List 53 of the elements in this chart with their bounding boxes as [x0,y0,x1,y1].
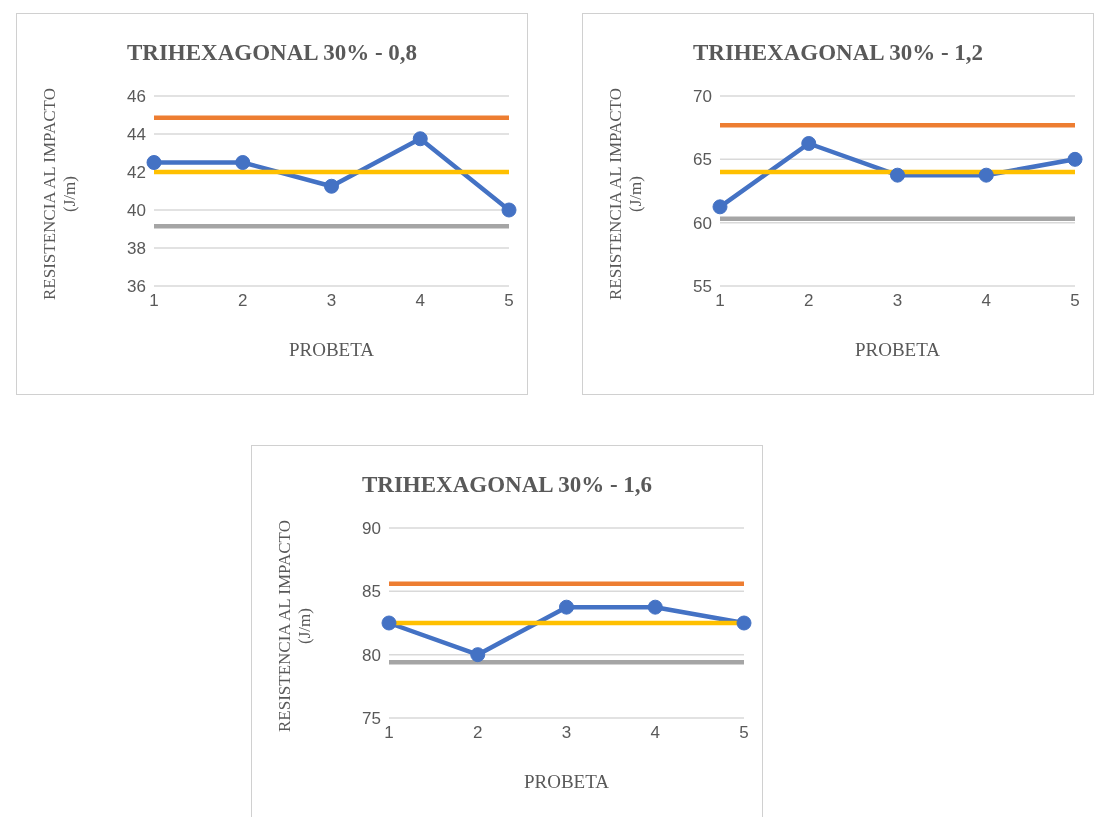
y-tick-label: 60 [693,213,712,233]
y-tick-label: 75 [362,709,381,729]
point [235,155,251,170]
y-tick-label: 42 [127,163,146,183]
x-tick-label: 3 [561,723,572,743]
point [324,178,339,194]
x-axis-title: PROBETA [522,771,610,793]
point [801,136,817,151]
y-axis-title: RESISTENCIA AL IMPACTO (J/m) [606,87,646,302]
point [412,131,428,147]
point [381,615,397,631]
point [470,647,486,663]
chart-title: TRIHEXAGONAL 30% - 1,6 [360,472,654,498]
point [712,199,728,215]
y-tick-label: 80 [362,645,381,665]
y-axis-title: RESISTENCIA AL IMPACTO (J/m) [40,87,80,302]
point [890,167,905,183]
point [146,155,162,170]
y-tick-label: 46 [127,87,146,107]
point [559,599,574,615]
x-tick-label: 4 [981,291,991,311]
y-tick-label: 90 [362,519,381,539]
x-tick-label: 1 [715,291,725,311]
x-tick-label: 2 [238,291,248,311]
point [1067,151,1083,167]
x-tick-label: 4 [650,723,660,743]
x-tick-label: 5 [1070,291,1080,311]
x-tick-label: 5 [504,291,514,311]
x-tick-label: 4 [415,291,425,311]
y-tick-label: 85 [362,582,381,602]
x-axis-title: PROBETA [853,339,941,361]
x-tick-label: 2 [804,291,814,311]
y-axis-title: RESISTENCIA AL IMPACTO (J/m) [275,519,315,734]
chart-title: TRIHEXAGONAL 30% - 1,2 [691,40,985,66]
point [647,599,663,615]
x-tick-label: 1 [149,291,159,311]
y-tick-label: 55 [693,277,712,297]
y-tick-label: 70 [693,87,712,107]
y-tick-label: 40 [127,201,146,221]
x-tick-label: 3 [892,291,903,311]
y-tick-label: 44 [127,125,146,145]
point [736,615,752,631]
point [501,202,517,218]
y-tick-label: 65 [693,150,712,170]
y-tick-label: 36 [127,277,146,297]
y-tick-label: 38 [127,239,146,259]
x-axis-title: PROBETA [287,339,375,361]
x-tick-label: 2 [473,723,483,743]
point [978,167,994,183]
x-tick-label: 3 [326,291,337,311]
x-tick-label: 1 [384,723,394,743]
x-tick-label: 5 [739,723,749,743]
chart-title: TRIHEXAGONAL 30% - 0,8 [125,40,419,66]
